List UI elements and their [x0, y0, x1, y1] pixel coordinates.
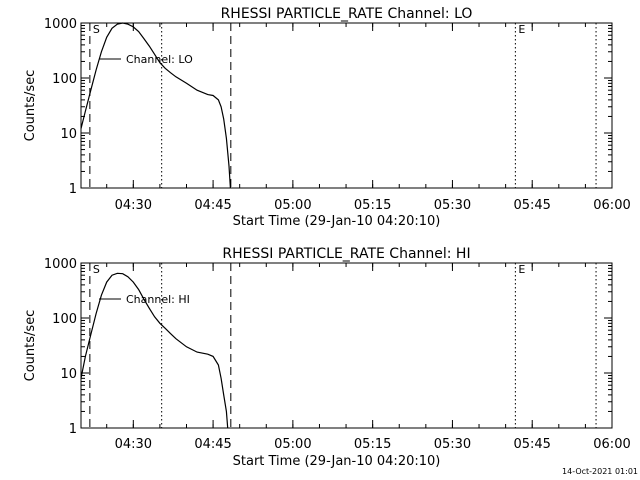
legend-label: Channel: LO	[126, 53, 193, 66]
y-axis-label: Counts/sec	[23, 70, 38, 142]
y-tick-label: 100	[52, 312, 77, 327]
x-tick-label: 04:30	[115, 437, 152, 452]
x-tick-label: 06:00	[593, 198, 630, 213]
event-marker-label: S	[93, 263, 100, 276]
x-tick-label: 05:45	[513, 198, 550, 213]
x-tick-label: 06:00	[593, 437, 630, 452]
x-tick-label: 05:30	[434, 198, 471, 213]
y-axis-label: Counts/sec	[23, 310, 38, 382]
series-line	[80, 22, 231, 189]
y-tick-label: 1000	[44, 17, 77, 32]
y-tick-label: 100	[52, 72, 77, 87]
y-tick-label: 1	[69, 422, 77, 437]
event-marker-label: E	[518, 263, 525, 276]
x-tick-label: 05:15	[354, 437, 391, 452]
x-axis-label: Start Time (29-Jan-10 04:20:10)	[233, 214, 441, 229]
x-tick-label: 04:45	[194, 198, 231, 213]
x-tick-label: 05:00	[274, 437, 311, 452]
chart-title: RHESSI PARTICLE_RATE Channel: HI	[222, 246, 470, 262]
plot-frame	[80, 262, 613, 429]
plot-timestamp: 14-Oct-2021 01:01	[562, 467, 638, 476]
chart-title: RHESSI PARTICLE_RATE Channel: LO	[221, 6, 473, 22]
y-tick-label: 10	[60, 367, 77, 382]
event-marker-label: S	[93, 23, 100, 36]
x-tick-label: 05:00	[274, 198, 311, 213]
x-tick-label: 04:30	[115, 198, 152, 213]
y-tick-label: 10	[60, 127, 77, 142]
y-tick-label: 1	[69, 182, 77, 197]
x-tick-label: 05:45	[513, 437, 550, 452]
x-tick-label: 05:30	[434, 437, 471, 452]
x-tick-label: 05:15	[354, 198, 391, 213]
x-tick-label: 04:45	[194, 437, 231, 452]
legend-label: Channel: HI	[126, 293, 190, 306]
y-tick-label: 1000	[44, 257, 77, 272]
event-marker-label: E	[518, 23, 525, 36]
x-axis-label: Start Time (29-Jan-10 04:20:10)	[233, 454, 441, 469]
series-line	[80, 272, 229, 429]
plot-frame	[80, 22, 613, 189]
